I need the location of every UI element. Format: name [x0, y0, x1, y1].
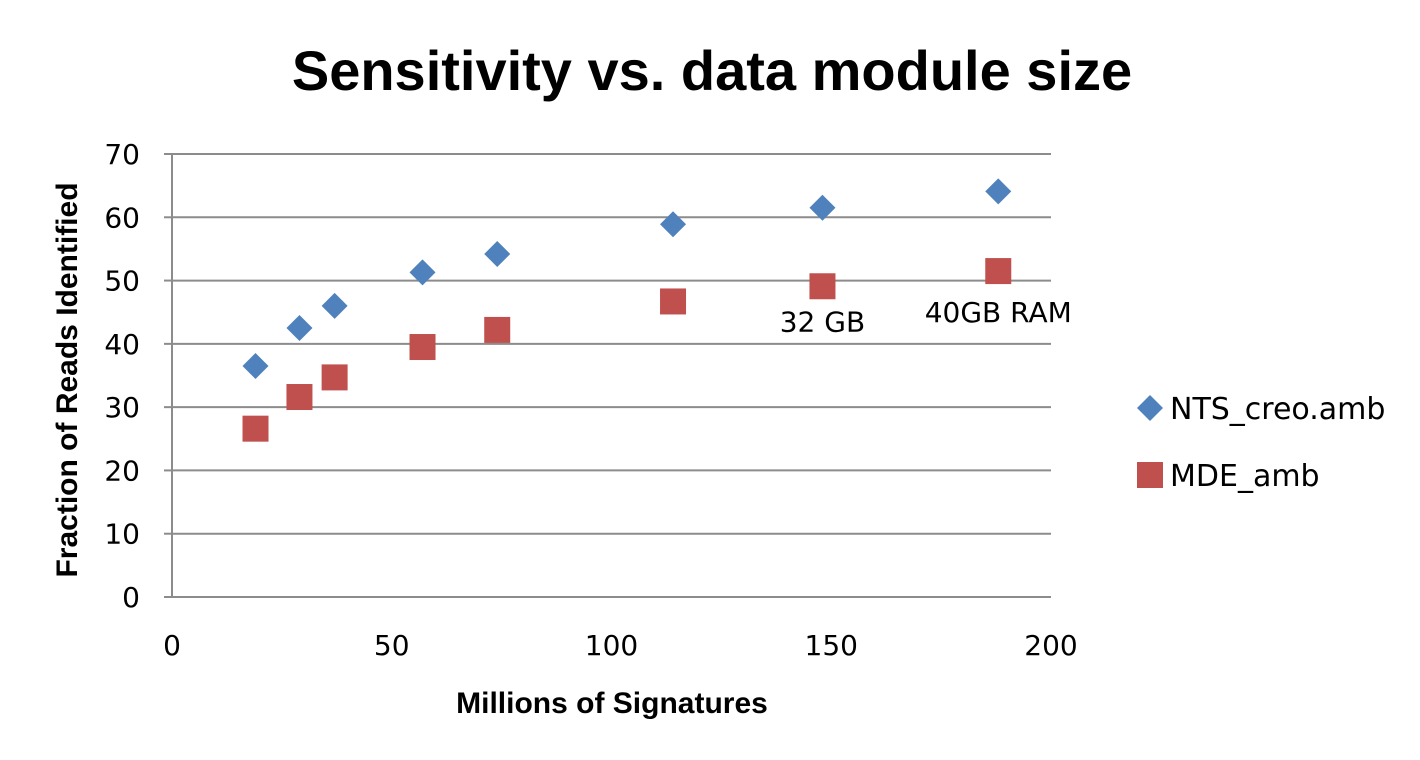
y-tick-label: 30	[104, 391, 140, 424]
data-point-square	[242, 415, 269, 442]
data-point-diamond	[985, 178, 1012, 205]
data-point-square	[809, 273, 836, 300]
data-point-diamond	[286, 315, 313, 342]
x-axis-ticks: 0 50 100 150 200	[163, 629, 1078, 662]
data-point-square	[660, 288, 687, 315]
x-tick-label: 150	[805, 629, 858, 662]
x-tick-label: 0	[163, 629, 181, 662]
x-tick-label: 200	[1024, 629, 1077, 662]
y-tick-label: 70	[104, 138, 140, 171]
data-point-square	[286, 384, 313, 411]
data-series	[242, 178, 1012, 442]
y-axis-label: Fraction of Reads Identified	[51, 182, 84, 577]
chart-title: Sensitivity vs. data module size	[292, 39, 1132, 102]
axes	[171, 154, 1051, 598]
legend: NTS_creo.amb MDE_amb	[1137, 392, 1385, 494]
x-axis-label: Millions of Signatures	[456, 687, 768, 720]
data-point-diamond	[484, 240, 511, 267]
x-tick-label: 50	[374, 629, 410, 662]
y-tick-label: 50	[104, 265, 140, 298]
data-point-square	[321, 364, 348, 391]
data-point-diamond	[809, 194, 836, 221]
data-point-diamond	[660, 211, 687, 238]
y-tick-label: 40	[104, 328, 140, 361]
data-point-square	[409, 334, 436, 361]
annotation-label: 32 GB	[780, 306, 865, 339]
series-0	[242, 178, 1012, 380]
y-tick-label: 0	[122, 581, 140, 614]
x-tick-label: 100	[585, 629, 638, 662]
legend-square-icon	[1137, 462, 1163, 488]
legend-label: NTS_creo.amb	[1170, 392, 1385, 427]
y-tick-label: 20	[104, 454, 140, 487]
y-tick-label: 10	[104, 518, 140, 551]
series-1	[242, 258, 1012, 442]
annotation-label: 40GB RAM	[925, 296, 1072, 329]
legend-diamond-icon	[1137, 395, 1163, 421]
data-point-diamond	[321, 292, 348, 319]
y-axis-ticks: 0 10 20 30 40 50 60 70	[104, 138, 172, 614]
annotations: 32 GB 40GB RAM	[780, 296, 1072, 338]
gridlines	[172, 153, 1051, 535]
legend-label: MDE_amb	[1170, 459, 1320, 494]
data-point-diamond	[409, 259, 436, 286]
y-tick-label: 60	[104, 201, 140, 234]
data-point-diamond	[242, 353, 269, 380]
data-point-square	[484, 316, 511, 343]
data-point-square	[985, 258, 1012, 285]
